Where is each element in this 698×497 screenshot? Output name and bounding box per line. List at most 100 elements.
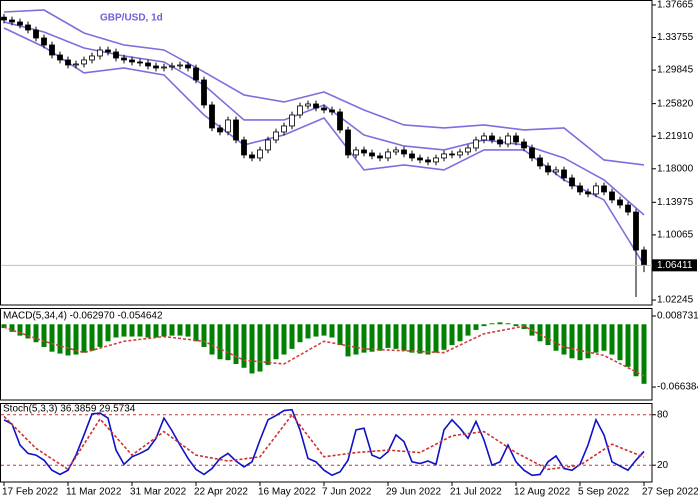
macd-bar bbox=[465, 324, 471, 336]
candle-body bbox=[633, 211, 639, 251]
macd-bar bbox=[201, 324, 207, 347]
panel-title: MACD(5,34,4) -0.062970 -0.054642 bbox=[3, 311, 163, 322]
macd-bar bbox=[449, 324, 455, 346]
macd-bar bbox=[633, 324, 639, 377]
y-tick-label: -0.066384 bbox=[657, 382, 698, 393]
macd-bar bbox=[369, 324, 375, 352]
macd-bar bbox=[537, 324, 543, 342]
candle-body bbox=[217, 127, 223, 133]
candle-body bbox=[41, 37, 47, 46]
x-tick-label: 31 Mar 2022 bbox=[130, 487, 187, 497]
candle-body bbox=[481, 135, 487, 141]
candle-body bbox=[449, 153, 455, 156]
macd-bar bbox=[321, 324, 327, 336]
candle-body bbox=[625, 204, 631, 213]
y-tick-label: 1.33755 bbox=[657, 32, 694, 43]
macd-bar bbox=[225, 324, 231, 361]
candle-body bbox=[377, 155, 383, 159]
candle-body bbox=[265, 139, 271, 151]
macd-bar bbox=[161, 324, 167, 337]
candle-body bbox=[153, 65, 159, 69]
x-tick-label: 11 Mar 2022 bbox=[66, 487, 122, 497]
candle-body bbox=[465, 147, 471, 153]
y-tick-label: 20 bbox=[657, 460, 669, 471]
macd-bar bbox=[593, 324, 599, 353]
y-tick-label: 1.13975 bbox=[657, 197, 694, 208]
macd-bar bbox=[41, 324, 47, 347]
y-tick-label: 0.008731 bbox=[657, 311, 698, 322]
candle-body bbox=[601, 185, 607, 193]
macd-bar bbox=[553, 324, 559, 351]
macd-bar bbox=[489, 323, 495, 325]
candle-body bbox=[57, 54, 63, 61]
macd-bar bbox=[89, 324, 95, 351]
candle-body bbox=[97, 49, 103, 57]
macd-bar bbox=[105, 324, 111, 342]
candle-body bbox=[49, 44, 55, 56]
y-tick-label: 1.29845 bbox=[657, 65, 694, 76]
bollinger-band bbox=[3, 9, 645, 166]
macd-bar bbox=[433, 324, 439, 353]
x-tick-label: 21 Jul 2022 bbox=[450, 487, 502, 497]
macd-bar bbox=[641, 324, 647, 384]
candle-body bbox=[353, 149, 359, 156]
macd-bar bbox=[497, 322, 503, 325]
candle-body bbox=[73, 63, 79, 66]
macd-bar bbox=[177, 324, 183, 336]
candle-body bbox=[401, 149, 407, 155]
candle-body bbox=[161, 66, 167, 69]
candle-body bbox=[313, 103, 319, 109]
candle-body bbox=[185, 64, 191, 69]
candle-body bbox=[177, 64, 183, 67]
candle-body bbox=[129, 59, 135, 63]
last-price-box bbox=[652, 259, 697, 272]
y-tick-label: 1.10065 bbox=[657, 230, 694, 241]
candle-body bbox=[345, 129, 351, 156]
macd-bar bbox=[81, 324, 87, 353]
candle-body bbox=[233, 119, 239, 141]
macd-bar bbox=[473, 324, 479, 330]
y-tick-label: 1.37665 bbox=[657, 0, 694, 11]
macd-bar bbox=[441, 324, 447, 350]
candle-body bbox=[553, 169, 559, 173]
macd-bar bbox=[569, 324, 575, 359]
stoch-panel bbox=[0, 403, 653, 483]
last-price-label: 1.06411 bbox=[657, 260, 693, 271]
candle-body bbox=[369, 152, 375, 157]
macd-bar bbox=[505, 323, 511, 325]
macd-bar bbox=[217, 324, 223, 360]
macd-bar bbox=[337, 324, 343, 346]
macd-bar bbox=[417, 324, 423, 354]
candle-body bbox=[321, 107, 327, 111]
macd-bar bbox=[561, 324, 567, 355]
candle-body bbox=[241, 139, 247, 156]
x-tick-label: 7 Jun 2022 bbox=[322, 487, 372, 497]
candle-body bbox=[281, 125, 287, 133]
x-tick-label: 16 May 2022 bbox=[258, 487, 316, 497]
candle-body bbox=[17, 21, 23, 26]
x-tick-label: 12 Aug 2022 bbox=[514, 487, 571, 497]
x-tick-label: 17 Feb 2022 bbox=[2, 487, 59, 497]
candle-body bbox=[1, 16, 7, 21]
candle-body bbox=[441, 153, 447, 159]
macd-bar bbox=[265, 324, 271, 365]
candle-body bbox=[81, 59, 87, 65]
candle-body bbox=[225, 119, 231, 133]
candle-body bbox=[489, 135, 495, 141]
candle-body bbox=[521, 141, 527, 149]
candle-body bbox=[193, 67, 199, 81]
macd-bar bbox=[393, 324, 399, 349]
bollinger-band bbox=[3, 27, 645, 266]
macd-bar bbox=[625, 324, 631, 367]
candle-body bbox=[113, 51, 119, 59]
macd-bar bbox=[545, 324, 551, 346]
candle-body bbox=[137, 61, 143, 64]
candle-body bbox=[65, 59, 71, 66]
macd-bar bbox=[289, 324, 295, 349]
macd-bar bbox=[121, 324, 127, 337]
candle-body bbox=[9, 19, 15, 23]
candle-body bbox=[305, 103, 311, 107]
price-panel bbox=[0, 0, 653, 306]
macd-bar bbox=[257, 324, 263, 372]
